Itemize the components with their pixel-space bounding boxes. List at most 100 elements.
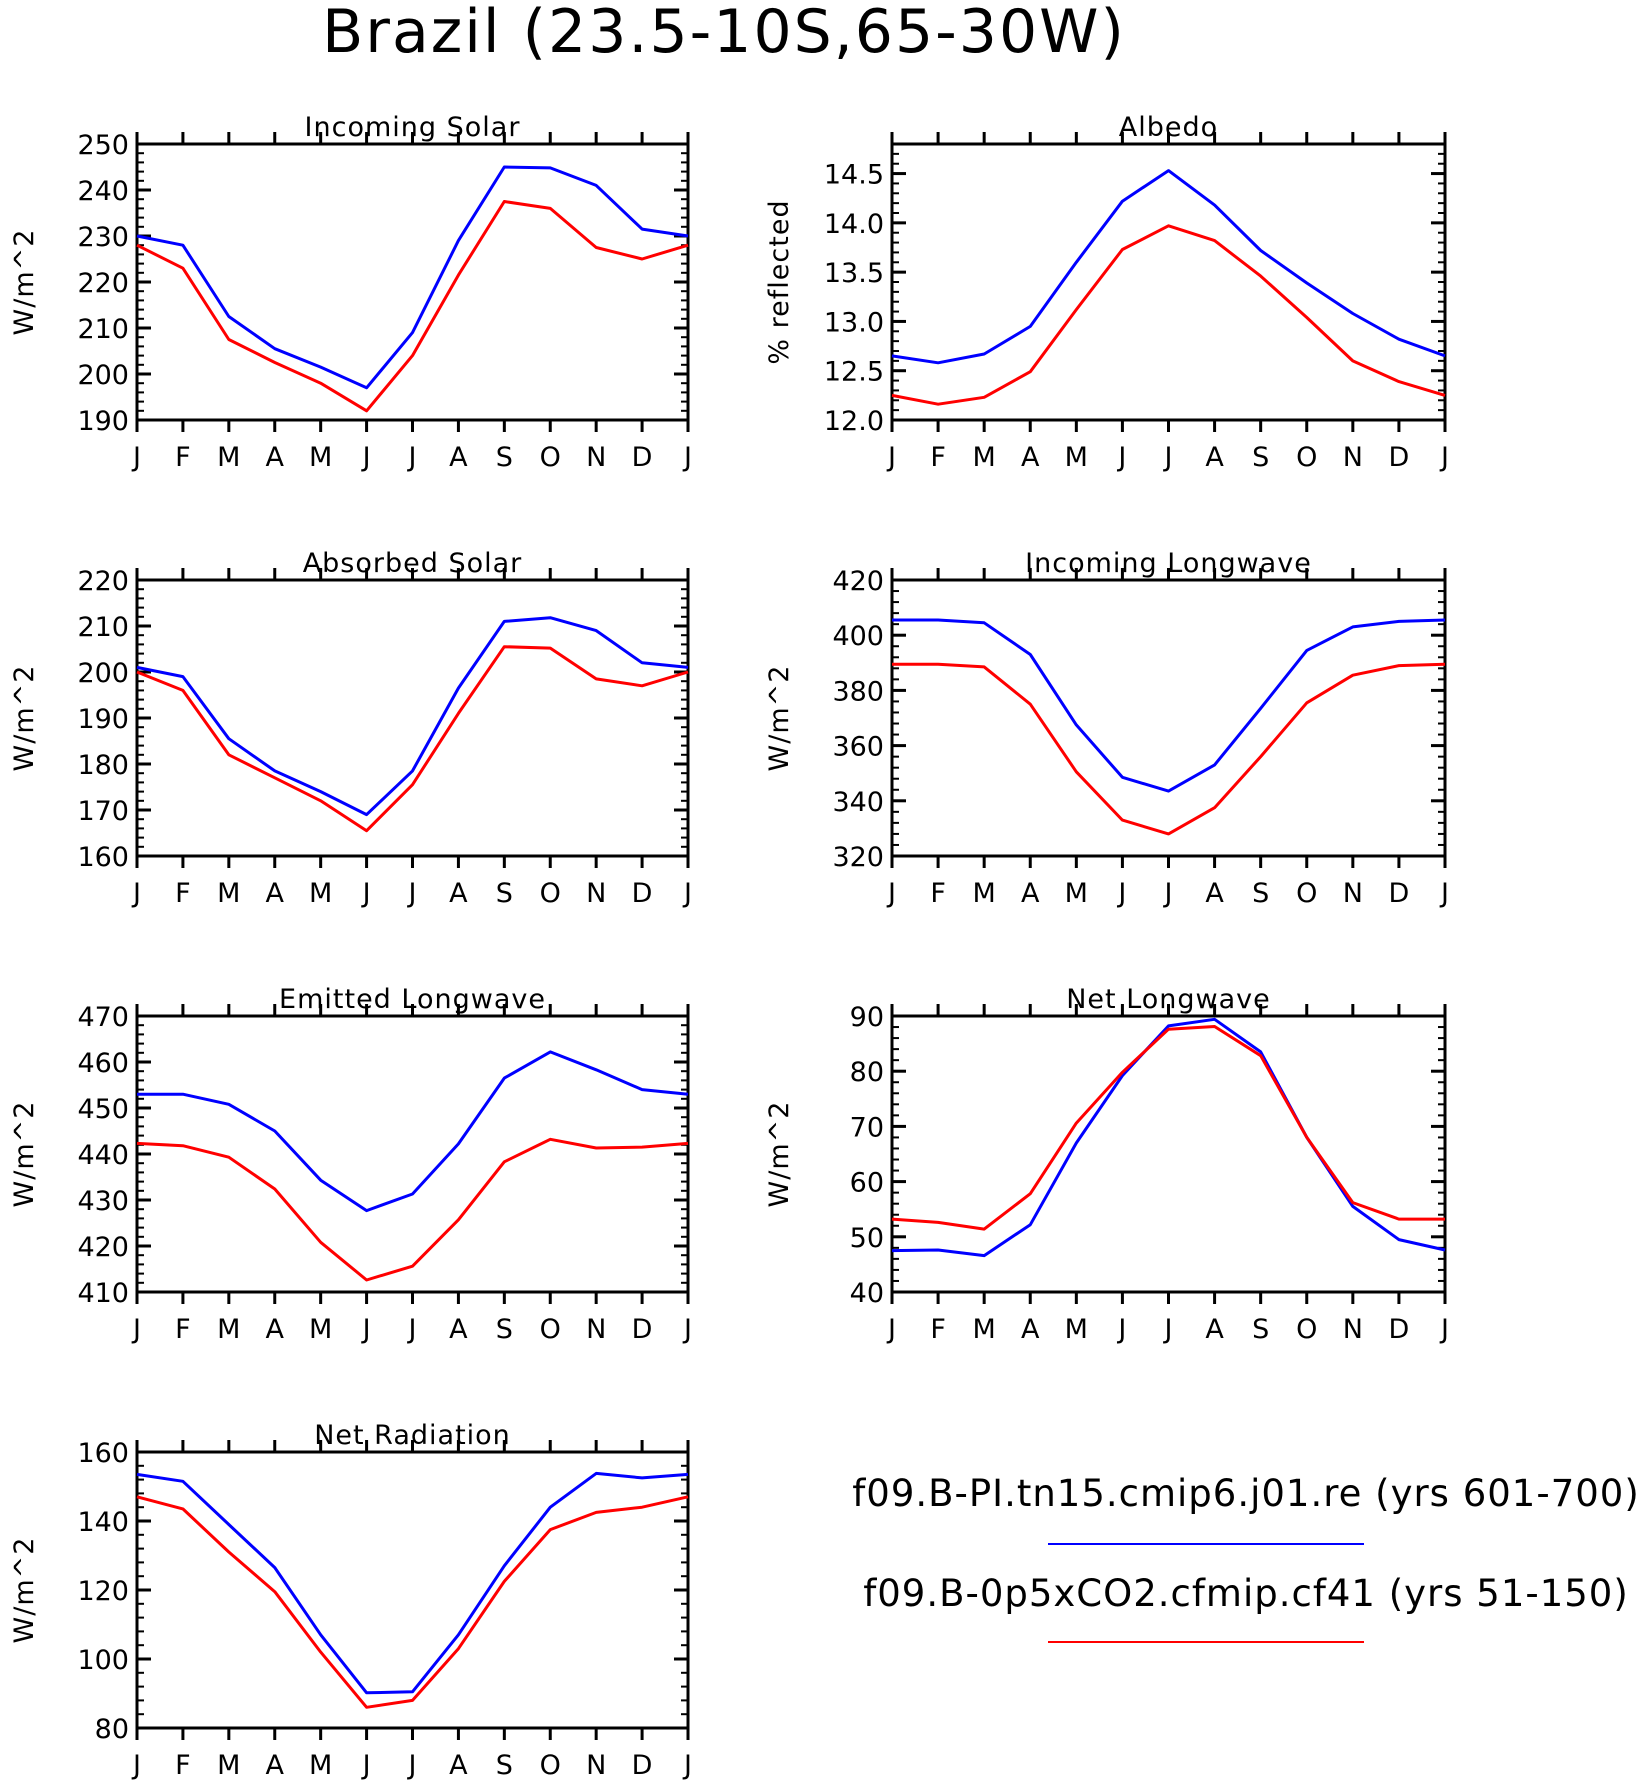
y-tick-label: 160: [77, 1438, 129, 1469]
y-tick-label: 120: [77, 1576, 129, 1607]
y-tick-label: 14.5: [824, 160, 884, 191]
x-tick-label: N: [586, 442, 606, 473]
x-tick-label: J: [1439, 1314, 1449, 1345]
x-tick-label: S: [496, 878, 513, 909]
x-tick-label: A: [449, 878, 468, 909]
x-tick-label: J: [682, 442, 692, 473]
y-tick-label: 210: [77, 314, 129, 345]
y-tick-label: 450: [77, 1094, 129, 1125]
y-tick-label: 190: [77, 704, 129, 735]
x-tick-label: J: [682, 1314, 692, 1345]
x-tick-label: J: [407, 878, 417, 909]
x-tick-label: A: [1205, 442, 1224, 473]
y-tick-label: 410: [77, 1278, 129, 1309]
y-tick-label: 13.5: [824, 258, 884, 289]
x-tick-label: M: [309, 878, 332, 909]
x-tick-label: M: [309, 1314, 332, 1345]
x-tick-label: O: [540, 1314, 561, 1345]
x-tick-label: F: [930, 1314, 946, 1345]
x-tick-label: D: [632, 1314, 653, 1345]
x-tick-label: A: [1205, 1314, 1224, 1345]
x-tick-label: M: [973, 878, 996, 909]
series-line-1: [891, 1017, 1446, 1258]
x-tick-label: D: [632, 442, 653, 473]
x-tick-label: D: [1389, 442, 1410, 473]
x-tick-label: N: [1343, 442, 1363, 473]
y-tick-label: 230: [77, 222, 129, 253]
y-tick-label: 70: [850, 1112, 884, 1143]
x-tick-label: M: [217, 1750, 240, 1781]
series-line-1: [136, 616, 689, 817]
x-tick-label: A: [1021, 442, 1040, 473]
series-line-2: [891, 1025, 1445, 1231]
y-tick-label: 430: [77, 1186, 129, 1217]
y-tick-label: 170: [77, 796, 129, 827]
y-tick-label: 340: [832, 787, 884, 818]
plot-frame: [135, 142, 690, 422]
legend-label-series-1: f09.B-PI.tn15.cmip6.j01.re (yrs 601-700): [852, 1472, 1640, 1515]
y-tick-label: 14.0: [824, 209, 884, 240]
main-title: Brazil (23.5-10S,65-30W): [322, 0, 1126, 67]
x-tick-label: S: [496, 442, 513, 473]
x-tick-label: A: [449, 442, 468, 473]
x-tick-label: N: [586, 1750, 606, 1781]
x-tick-label: J: [131, 1314, 141, 1345]
plot-frame: [890, 142, 1447, 422]
x-tick-label: J: [361, 442, 371, 473]
x-tick-label: O: [1296, 878, 1317, 909]
y-tick-label: 140: [77, 1507, 129, 1538]
x-tick-label: A: [266, 1314, 285, 1345]
x-tick-label: O: [540, 442, 561, 473]
x-tick-label: F: [175, 878, 191, 909]
x-tick-label: J: [886, 878, 896, 909]
y-tick-label: 200: [77, 658, 129, 689]
y-tick-label: 420: [832, 566, 884, 597]
x-tick-label: F: [930, 878, 946, 909]
y-tick-label: 360: [832, 732, 884, 763]
series-line-1: [136, 165, 689, 390]
x-tick-label: M: [1065, 442, 1088, 473]
y-tick-label: 380: [832, 676, 884, 707]
series-line-2: [136, 200, 689, 413]
y-tick-label: 40: [850, 1278, 884, 1309]
series-line-2: [892, 662, 1446, 836]
y-tick-label: 250: [77, 130, 129, 161]
x-tick-label: M: [217, 878, 240, 909]
y-axis-label: % reflected: [764, 199, 795, 364]
x-tick-label: M: [217, 1314, 240, 1345]
y-tick-label: 180: [77, 750, 129, 781]
series-line-2: [891, 224, 1446, 406]
x-tick-label: N: [1343, 1314, 1363, 1345]
x-tick-label: J: [1116, 1314, 1126, 1345]
y-tick-label: 12.0: [824, 406, 884, 437]
x-tick-label: A: [266, 878, 285, 909]
series-line-2: [136, 1137, 689, 1282]
x-tick-label: M: [309, 1750, 332, 1781]
x-tick-label: M: [1065, 878, 1088, 909]
series-line-1: [137, 1050, 689, 1213]
legend-label-series-2: f09.B-0p5xCO2.cfmip.cf41 (yrs 51-150): [863, 1572, 1629, 1615]
x-tick-label: J: [407, 442, 417, 473]
x-tick-label: J: [131, 1750, 141, 1781]
x-tick-label: J: [1163, 1314, 1173, 1345]
legend: f09.B-PI.tn15.cmip6.j01.re (yrs 601-700)…: [852, 1472, 1640, 1643]
x-tick-label: J: [361, 1314, 371, 1345]
x-tick-label: J: [1116, 442, 1126, 473]
y-axis-label: W/m^2: [9, 1537, 40, 1644]
x-tick-label: S: [1252, 878, 1269, 909]
x-tick-label: F: [930, 442, 946, 473]
x-tick-label: F: [175, 1314, 191, 1345]
x-tick-label: A: [449, 1750, 468, 1781]
y-tick-label: 470: [77, 1002, 129, 1033]
series-line-2: [136, 645, 689, 833]
y-tick-label: 220: [77, 566, 129, 597]
y-tick-label: 12.5: [824, 357, 884, 388]
x-tick-label: D: [1389, 878, 1410, 909]
y-tick-label: 190: [77, 406, 129, 437]
